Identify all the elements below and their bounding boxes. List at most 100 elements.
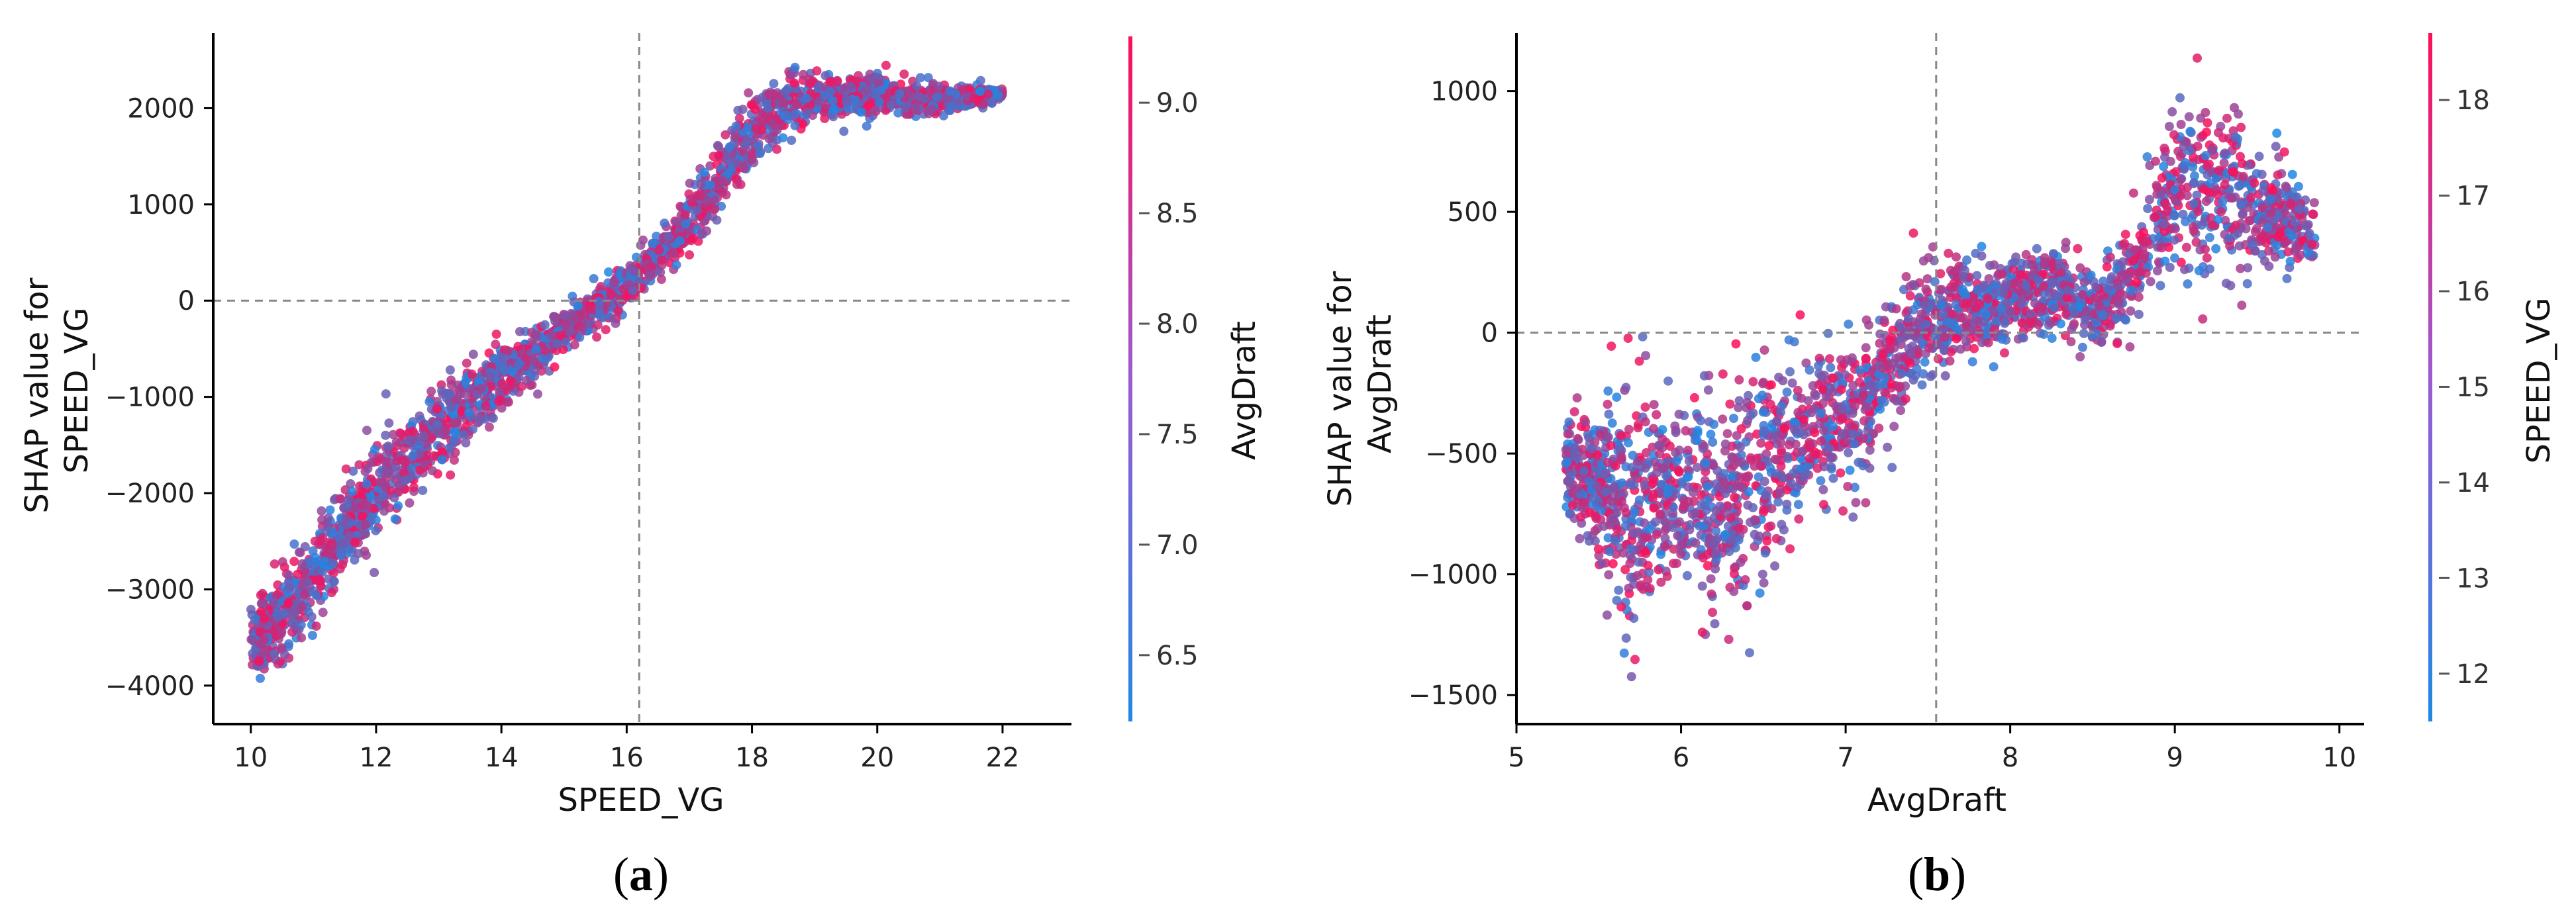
chart-a-x-tick-label: 20 <box>860 743 894 773</box>
chart-b-point <box>2237 159 2247 169</box>
chart-a-point <box>418 485 428 495</box>
chart-a-point <box>893 108 903 118</box>
chart-b-point <box>2056 319 2065 329</box>
chart-a-point <box>248 635 257 645</box>
chart-a-point <box>874 97 884 107</box>
chart-a-point <box>363 464 373 474</box>
chart-b-point <box>2005 306 2015 316</box>
chart-b-point <box>2201 244 2210 254</box>
chart-b-point <box>2153 266 2162 276</box>
chart-a-point <box>758 117 768 127</box>
chart-b-point <box>2204 187 2214 197</box>
chart-a-point <box>297 633 307 643</box>
chart-a-point <box>540 320 550 330</box>
chart-b-point <box>1729 569 1739 578</box>
chart-b-point <box>1946 265 1956 275</box>
chart-b-point <box>1789 337 1799 347</box>
chart-b-point <box>1603 399 1612 409</box>
chart-b-point <box>2220 180 2230 190</box>
chart-b-point <box>2099 311 2108 321</box>
chart-a-point <box>391 437 401 447</box>
chart-b-point <box>1793 500 1803 510</box>
chart-b-point <box>2204 232 2214 242</box>
chart-b-point <box>2164 242 2174 252</box>
chart-b-point <box>1703 481 1712 491</box>
chart-a-point <box>675 236 685 246</box>
chart-a-point <box>326 588 336 598</box>
chart-b-point <box>1924 253 1934 263</box>
chart-a-point <box>738 105 748 115</box>
chart-a-point <box>256 598 266 608</box>
chart-a-point <box>320 556 330 566</box>
chart-a-point <box>724 142 734 152</box>
chart-b-point <box>2181 242 2191 252</box>
chart-b-point <box>1572 393 1582 403</box>
chart-b-point <box>1775 488 1785 498</box>
chart-b-point <box>1619 648 1629 658</box>
chart-b-point <box>1895 318 1905 328</box>
chart-b-point <box>1787 378 1797 388</box>
chart-b-point <box>2188 222 2198 232</box>
chart-b-point <box>1924 343 1934 353</box>
chart-a-point <box>575 332 585 342</box>
chart-a-point <box>540 346 550 355</box>
chart-b-point <box>1861 315 1871 325</box>
chart-a-point <box>372 457 382 467</box>
chart-a-point <box>731 121 741 131</box>
chart-b-point <box>1936 269 1946 279</box>
chart-a-point <box>432 404 442 414</box>
chart-a-point <box>453 394 462 404</box>
chart-a-point <box>515 327 524 336</box>
chart-b-point <box>2176 257 2186 267</box>
chart-b-point <box>2224 233 2234 243</box>
chart-b-point <box>1997 334 2007 344</box>
chart-a-point <box>489 354 499 364</box>
chart-b-point <box>2183 279 2193 289</box>
chart-b-point <box>1734 396 1744 406</box>
chart-b-point <box>1912 364 1922 373</box>
chart-a-point <box>389 493 399 503</box>
chart-b-point <box>2142 152 2152 161</box>
chart-b-point <box>1887 463 1897 473</box>
chart-a-point <box>550 312 560 322</box>
chart-a-point <box>370 568 379 577</box>
chart-b-point <box>2260 256 2269 266</box>
chart-b-point <box>1587 530 1597 540</box>
chart-a-x-tick-label: 10 <box>234 743 268 773</box>
chart-b-point <box>1610 536 1620 546</box>
chart-b-point <box>1605 547 1614 557</box>
chart-a-point <box>484 422 494 432</box>
chart-b-point <box>2193 207 2203 216</box>
chart-b-point <box>1984 274 1994 284</box>
chart-b-point <box>1696 416 1706 426</box>
chart-b-point <box>1724 547 1734 557</box>
chart-b-point <box>1606 441 1616 450</box>
chart-a-colorbar-tick-label: 8.0 <box>1156 309 1199 340</box>
chart-a-point <box>446 470 456 480</box>
chart-a-point <box>755 149 765 159</box>
chart-b-point <box>1668 523 1678 532</box>
chart-a-colorbar-tick-label: 9.0 <box>1156 88 1199 118</box>
chart-a-point <box>589 274 599 283</box>
chart-a-point <box>680 210 690 220</box>
chart-b-point <box>2047 278 2057 288</box>
chart-a-colorbar-tick-label: 7.0 <box>1156 530 1199 561</box>
chart-a-point <box>408 426 418 436</box>
chart-b-point <box>1797 404 1807 414</box>
chart-b-point <box>2233 228 2243 238</box>
chart-a-point <box>399 443 409 453</box>
chart-a-point <box>734 113 744 123</box>
chart-a-point <box>751 124 761 134</box>
chart-a-point <box>270 559 279 569</box>
chart-a-point <box>611 318 620 328</box>
chart-b-point <box>2198 314 2208 324</box>
chart-b-point <box>2112 313 2122 323</box>
chart-a-point <box>467 369 477 379</box>
chart-b-point <box>1606 496 1616 506</box>
chart-b-point <box>1618 548 1628 558</box>
chart-a-point <box>256 639 266 649</box>
chart-a-point <box>383 441 393 451</box>
chart-b-point <box>1740 575 1750 584</box>
chart-b-point <box>1701 458 1710 468</box>
